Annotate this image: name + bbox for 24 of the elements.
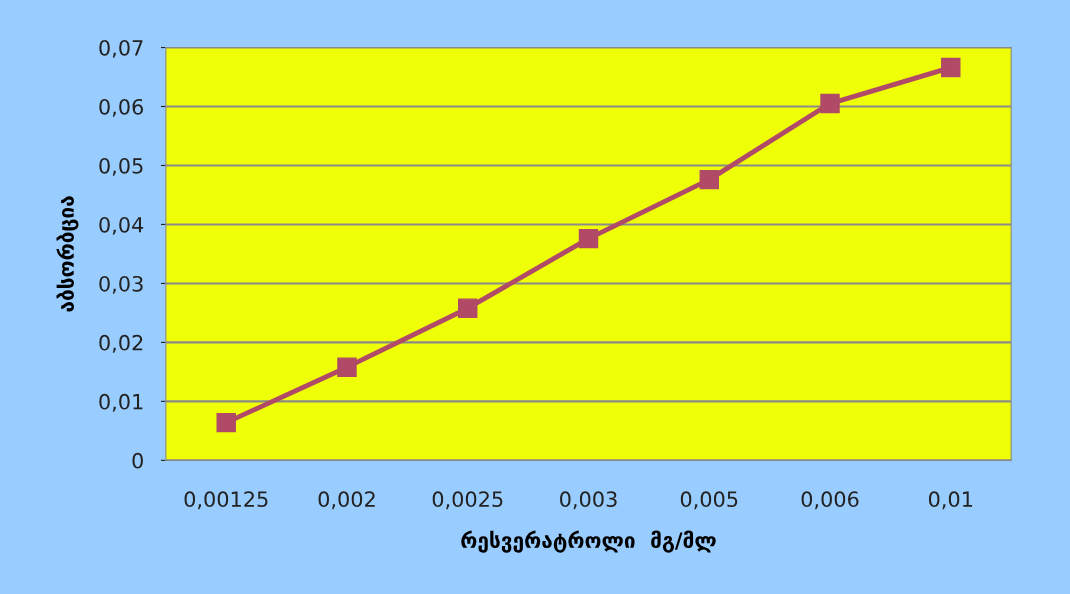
x-tick-label: 0,0025 bbox=[432, 491, 503, 510]
point bbox=[216, 412, 236, 433]
x-tick-label: 0,00125 bbox=[184, 491, 268, 510]
y-tick-label: 0,05 bbox=[99, 157, 143, 176]
x-tick-label: 0,003 bbox=[560, 491, 617, 510]
y-tick-label: 0 bbox=[132, 452, 143, 469]
point bbox=[337, 357, 357, 377]
point bbox=[458, 298, 478, 318]
x-axis-title: რესვერატროლი მგ/მლ bbox=[461, 530, 716, 553]
point bbox=[578, 228, 599, 249]
y-tick-label: 0,06 bbox=[99, 98, 144, 117]
y-tick-label: 0,04 bbox=[99, 216, 144, 235]
x-tick-label: 0,002 bbox=[318, 491, 375, 510]
y-tick-label: 0,07 bbox=[99, 39, 143, 58]
x-tick-label: 0,01 bbox=[928, 491, 973, 510]
y-axis-title: აბსორბცია bbox=[56, 196, 79, 312]
point bbox=[820, 93, 840, 114]
x-tick-label: 0,006 bbox=[801, 491, 859, 510]
y-tick-label: 0,03 bbox=[99, 275, 143, 294]
y-tick-label: 0,01 bbox=[99, 393, 143, 412]
y-tick-label: 0,02 bbox=[99, 334, 143, 353]
point bbox=[941, 57, 961, 78]
point bbox=[699, 169, 719, 190]
x-tick-label: 0,005 bbox=[680, 491, 738, 510]
